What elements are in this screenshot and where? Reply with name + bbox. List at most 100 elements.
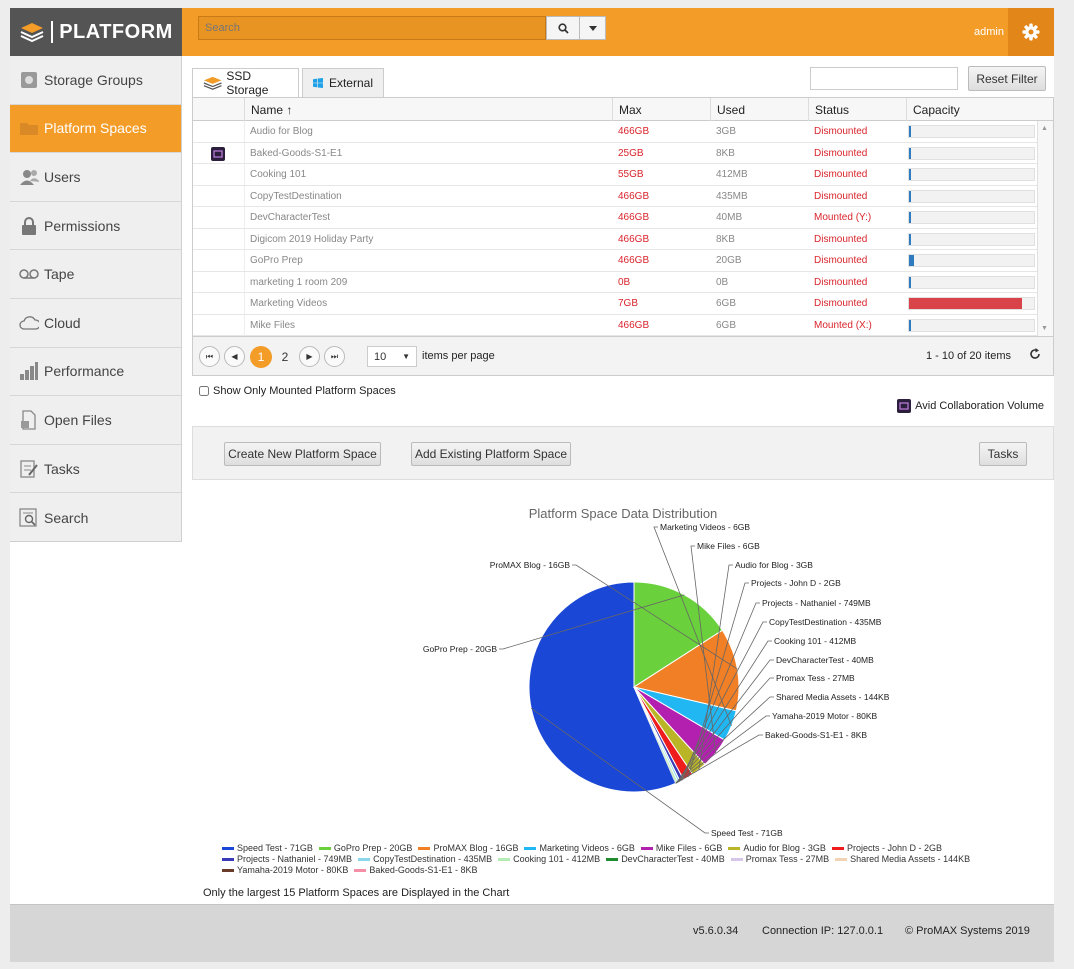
legend-label: Shared Media Assets - 144KB <box>850 854 971 864</box>
cell-max: 466GB <box>618 212 650 223</box>
row-divider <box>244 228 245 250</box>
cell-name: Digicom 2019 Holiday Party <box>250 233 374 245</box>
sidebar-item-open-files[interactable]: Open Files <box>10 396 181 445</box>
scroll-up-icon[interactable]: ▲ <box>1041 125 1048 132</box>
scroll-down-icon[interactable]: ▼ <box>1041 325 1048 332</box>
logo-separator <box>51 21 54 43</box>
avid-volume-icon <box>211 146 225 161</box>
table-row[interactable]: Digicom 2019 Holiday Party 466GB 8KB Dismou… <box>193 228 1037 251</box>
search-button[interactable] <box>546 16 580 40</box>
sidebar-item-performance[interactable]: Performance <box>10 348 181 397</box>
table-row[interactable]: marketing 1 room 209 0B 0B Dismounted <box>193 271 1037 294</box>
sidebar-item-cloud[interactable]: Cloud <box>10 299 181 348</box>
sidebar-item-permissions[interactable]: Permissions <box>10 202 181 251</box>
table-row[interactable]: GoPro Prep 466GB 20GB Dismounted <box>193 250 1037 272</box>
legend-item[interactable]: ProMAX Blog - 16GB <box>418 843 518 854</box>
capacity-bar <box>908 275 1035 289</box>
cell-max: 466GB <box>618 233 650 245</box>
legend-item[interactable]: Audio for Blog - 3GB <box>728 843 826 854</box>
legend-item[interactable]: Mike Files - 6GB <box>640 843 722 854</box>
row-divider <box>244 142 245 164</box>
sidebar-item-label: Users <box>44 168 81 185</box>
legend-item[interactable]: DevCharacterTest - 40MB <box>606 854 725 865</box>
table-scrollbar[interactable]: ▲ ▼ <box>1037 121 1053 336</box>
legend-item[interactable]: Yamaha-2019 Motor - 80KB <box>222 865 348 876</box>
column-header-capacity[interactable]: Capacity <box>906 98 1038 121</box>
column-header-used[interactable]: Used <box>710 98 808 121</box>
pie-slice[interactable] <box>634 687 677 784</box>
page-size-value: 10 <box>374 350 387 363</box>
sidebar-item-search[interactable]: Search <box>10 493 181 542</box>
cell-status: Dismounted <box>814 298 868 309</box>
pie-label: Baked-Goods-S1-E1 - 8KB <box>765 730 867 740</box>
show-mounted-checkbox[interactable] <box>199 386 209 396</box>
pie-label: DevCharacterTest - 40MB <box>776 655 874 665</box>
search-input[interactable] <box>198 16 546 40</box>
legend-item[interactable]: Speed Test - 71GB <box>222 843 313 854</box>
sidebar-item-label: Permissions <box>44 217 121 234</box>
last-page-button[interactable]: ⏭ <box>324 346 345 367</box>
legend-item[interactable]: Baked-Goods-S1-E1 - 8KB <box>354 865 477 876</box>
tasks-button[interactable]: Tasks <box>979 442 1027 466</box>
brand-logo[interactable]: PLATFORM <box>10 8 182 56</box>
row-divider <box>244 271 245 293</box>
pie-slice[interactable] <box>634 687 676 784</box>
legend-swatch <box>730 858 743 862</box>
sidebar-item-platform-spaces[interactable]: Platform Spaces <box>10 104 181 154</box>
sidebar-item-storage-groups[interactable]: Storage Groups <box>10 56 181 105</box>
legend-label: Speed Test - 71GB <box>237 843 313 853</box>
page-button-1[interactable]: 1 <box>250 346 272 368</box>
filter-input[interactable] <box>810 67 958 90</box>
pie-label: Speed Test - 71GB <box>711 828 783 838</box>
sidebar-item-users[interactable]: Users <box>10 153 181 202</box>
legend-item[interactable]: Shared Media Assets - 144KB <box>835 854 970 865</box>
next-page-button[interactable]: ▶ <box>299 346 320 367</box>
pie-slice[interactable] <box>632 629 740 712</box>
create-platform-space-button[interactable]: Create New Platform Space <box>224 442 381 466</box>
capacity-fill <box>909 190 911 202</box>
cell-name: Marketing Videos <box>250 298 328 309</box>
legend-swatch <box>222 858 234 862</box>
cell-max: 466GB <box>618 255 650 266</box>
legend-item[interactable]: Marketing Videos - 6GB <box>524 843 635 854</box>
column-header-max[interactable]: Max <box>612 98 710 121</box>
legend-item[interactable]: CopyTestDestination - 435MB <box>358 854 492 865</box>
row-divider <box>244 293 245 314</box>
add-existing-platform-space-button[interactable]: Add Existing Platform Space <box>411 442 571 466</box>
legend-item[interactable]: Cooking 101 - 412MB <box>498 854 600 865</box>
pie-slice[interactable] <box>634 687 676 784</box>
tab-ssd-storage[interactable]: SSD Storage <box>192 68 299 97</box>
table-row[interactable]: Mike Files 466GB 6GB Mounted (X:) <box>193 314 1037 337</box>
table-row[interactable]: Baked-Goods-S1-E1 25GB 8KB Dismounted <box>193 142 1037 165</box>
brand-name: PLATFORM <box>59 20 173 43</box>
table-row[interactable]: Cooking 101 55GB 412MB Dismounted <box>193 164 1037 186</box>
table-row[interactable]: Audio for Blog 466GB 3GB Dismounted <box>193 121 1037 143</box>
table-row[interactable]: Marketing Videos 7GB 6GB Dismounted <box>193 293 1037 315</box>
legend-item[interactable]: Projects - John D - 2GB <box>831 843 942 854</box>
reset-filter-button[interactable]: Reset Filter <box>968 66 1046 91</box>
tape-icon <box>19 264 39 284</box>
prev-page-button[interactable]: ◀ <box>224 346 245 367</box>
legend-item[interactable]: Promax Tess - 27MB <box>730 854 829 865</box>
settings-button[interactable] <box>1008 8 1054 56</box>
show-mounted-option[interactable]: Show Only Mounted Platform Spaces <box>199 385 396 397</box>
page-button-2[interactable]: 2 <box>281 350 289 364</box>
page-size-select[interactable]: 10 ▼ <box>367 346 417 367</box>
refresh-button[interactable] <box>1029 348 1041 363</box>
sidebar-item-tape[interactable]: Tape <box>10 250 181 299</box>
legend-item[interactable]: GoPro Prep - 20GB <box>318 843 412 854</box>
items-per-page-label: items per page <box>422 350 495 362</box>
legend-label: Baked-Goods-S1-E1 - 8KB <box>369 865 478 875</box>
platform-spaces-table: Name ↑ Max Used Status Capacity Audio fo… <box>192 97 1054 376</box>
column-header-name[interactable]: Name ↑ <box>244 98 612 121</box>
table-row[interactable]: CopyTestDestination 466GB 435MB Dismounted <box>193 185 1037 208</box>
pie-label: Projects - Nathaniel - 749MB <box>762 598 871 608</box>
search-options-dropdown[interactable] <box>580 16 606 40</box>
legend-item[interactable]: Projects - Nathaniel - 749MB <box>222 854 352 865</box>
column-header-status[interactable]: Status <box>808 98 906 121</box>
table-row[interactable]: DevCharacterTest 466GB 40MB Mounted (Y:) <box>193 207 1037 229</box>
sidebar-item-tasks[interactable]: Tasks <box>10 445 181 494</box>
first-page-button[interactable]: ⏮ <box>199 346 220 367</box>
folder-icon <box>19 118 39 138</box>
tab-external[interactable]: External <box>302 68 384 97</box>
